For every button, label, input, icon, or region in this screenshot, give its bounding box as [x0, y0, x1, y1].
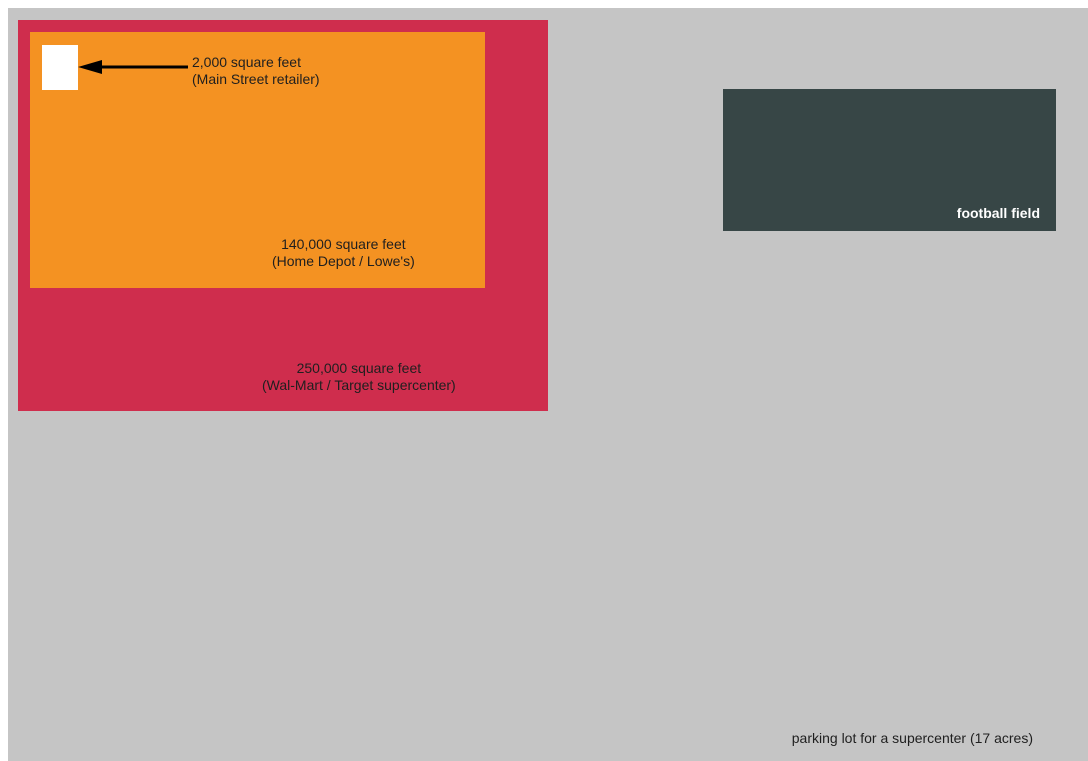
supercenter-name: (Wal-Mart / Target supercenter)	[262, 377, 456, 393]
parking-lot-label: parking lot for a supercenter (17 acres)	[791, 730, 1033, 746]
supercenter-size: 250,000 square feet	[296, 360, 422, 376]
parking-lot-area: 2,000 square feet (Main Street retailer)…	[8, 8, 1088, 761]
arrow-left-icon	[78, 60, 188, 74]
football-field-block: football field	[723, 89, 1056, 231]
supercenter-label: 250,000 square feet (Wal-Mart / Target s…	[262, 360, 456, 394]
home-depot-name: (Home Depot / Lowe's)	[272, 253, 415, 269]
home-depot-label: 140,000 square feet (Home Depot / Lowe's…	[272, 236, 415, 270]
main-street-label: 2,000 square feet (Main Street retailer)	[192, 54, 320, 88]
home-depot-size: 140,000 square feet	[281, 236, 406, 252]
football-field-label: football field	[956, 205, 1040, 221]
main-street-name: (Main Street retailer)	[192, 71, 320, 87]
supercenter-block: 2,000 square feet (Main Street retailer)…	[18, 20, 548, 411]
main-street-retailer-block	[42, 45, 78, 90]
home-depot-block: 2,000 square feet (Main Street retailer)…	[30, 32, 485, 288]
main-street-size: 2,000 square feet	[192, 54, 301, 70]
